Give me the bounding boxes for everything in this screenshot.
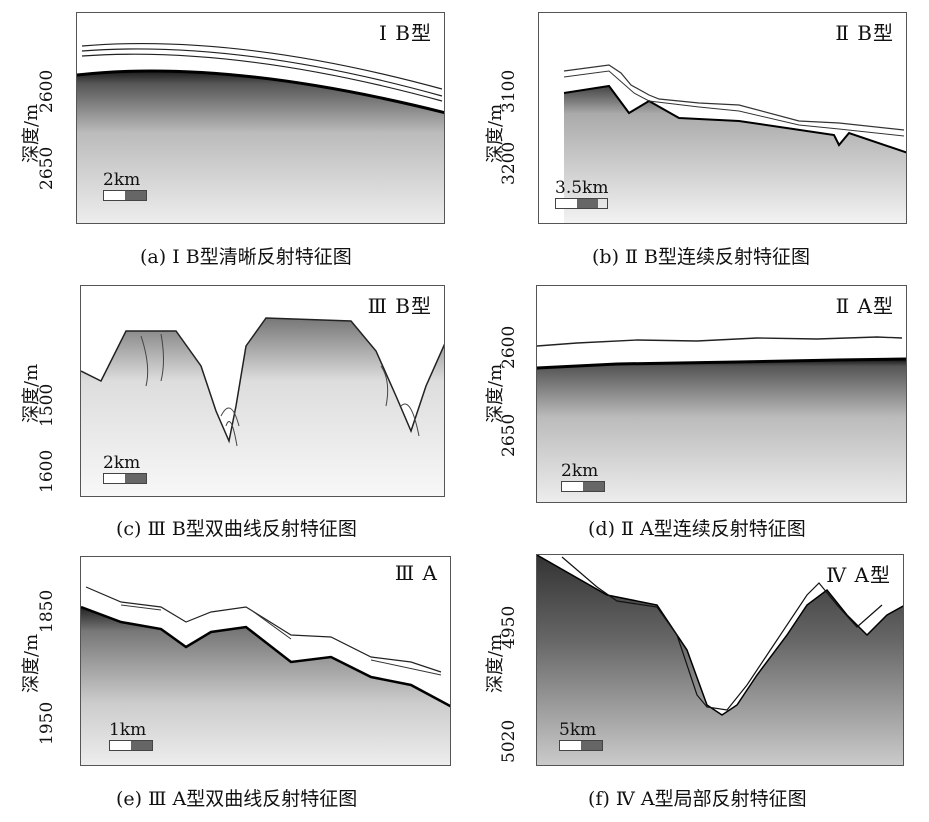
scale-label: 3.5km <box>555 178 609 198</box>
scale-bar: 3.5km <box>555 178 609 209</box>
y-tick: 1500 <box>37 383 57 427</box>
y-tick: 1600 <box>37 449 57 493</box>
scale-bar: 1km <box>109 721 153 751</box>
caption: (d) Ⅱ A型连续反射特征图 <box>588 518 806 540</box>
seismic-profile: Ⅲ A 1km <box>80 556 451 766</box>
scale-label: 2km <box>103 453 141 473</box>
caption: (a) Ⅰ B型清晰反射特征图 <box>140 246 352 268</box>
y-tick: 2650 <box>37 146 57 190</box>
y-tick: 2650 <box>499 413 519 457</box>
type-label: Ⅰ B型 <box>379 21 432 45</box>
type-label: Ⅱ A型 <box>835 294 894 318</box>
y-tick: 2600 <box>37 69 57 113</box>
type-label: Ⅱ B型 <box>835 21 894 45</box>
seismic-profile: Ⅳ A型 5km <box>536 554 904 766</box>
y-tick: 4950 <box>499 605 519 649</box>
scale-bar: 2km <box>103 171 147 201</box>
type-label: Ⅲ A <box>394 561 438 585</box>
y-tick: 1950 <box>37 701 57 745</box>
y-tick: 3200 <box>499 141 519 185</box>
y-tick: 1850 <box>37 589 57 633</box>
caption: (b) Ⅱ B型连续反射特征图 <box>592 246 810 268</box>
caption: (f) Ⅳ A型局部反射特征图 <box>588 788 807 810</box>
scale-label: 2km <box>561 461 599 481</box>
scale-label: 5km <box>559 720 597 740</box>
type-label: Ⅲ B型 <box>367 294 432 318</box>
y-tick: 3100 <box>499 69 519 113</box>
type-label: Ⅳ A型 <box>826 563 891 587</box>
caption: (e) Ⅲ A型双曲线反射特征图 <box>116 788 358 810</box>
scale-bar: 2km <box>103 454 147 484</box>
y-tick: 5020 <box>499 719 519 763</box>
scale-bar: 2km <box>561 462 605 492</box>
seismic-profile: Ⅰ B型 2km <box>76 12 445 224</box>
scale-label: 1km <box>109 720 147 740</box>
seismic-profile: Ⅱ A型 2km <box>536 285 907 503</box>
scale-bar: 5km <box>559 721 603 751</box>
y-tick: 2600 <box>499 325 519 369</box>
caption: (c) Ⅲ B型双曲线反射特征图 <box>116 518 357 540</box>
seismic-profile: Ⅱ B型 3.5km <box>538 12 907 224</box>
seismic-profile: Ⅲ B型 2km <box>80 285 445 497</box>
y-axis-label: 深度/m <box>21 633 42 693</box>
scale-label: 2km <box>103 170 141 190</box>
